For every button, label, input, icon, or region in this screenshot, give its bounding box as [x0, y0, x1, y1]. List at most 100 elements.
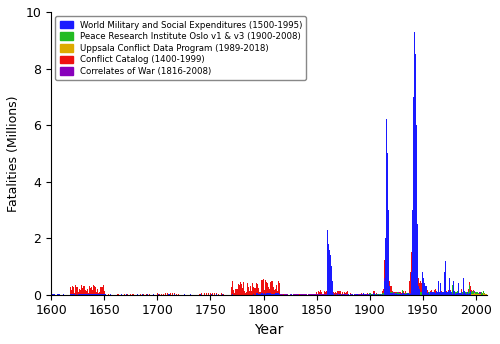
Bar — [267, 283, 268, 295]
Bar — [442, 292, 444, 295]
Bar — [265, 294, 266, 295]
Bar — [344, 294, 345, 295]
Bar — [426, 290, 428, 295]
Bar — [419, 292, 420, 295]
Bar — [348, 294, 349, 295]
Bar — [440, 283, 442, 295]
Bar — [456, 293, 458, 295]
Bar — [345, 293, 346, 295]
Bar — [448, 293, 449, 295]
Bar — [450, 291, 451, 295]
Bar — [317, 293, 318, 295]
Bar — [176, 293, 177, 295]
Bar — [147, 294, 148, 295]
Bar — [338, 294, 340, 295]
Bar — [478, 294, 480, 295]
Bar — [381, 294, 382, 295]
Bar — [451, 293, 452, 295]
Bar — [92, 290, 93, 295]
Bar — [392, 291, 394, 295]
Bar — [412, 238, 413, 295]
Bar — [354, 294, 356, 295]
Bar — [211, 294, 212, 295]
Bar — [249, 291, 250, 295]
Bar — [419, 294, 420, 295]
Bar — [465, 294, 466, 295]
Bar — [78, 292, 79, 295]
Bar — [422, 280, 424, 295]
Legend: World Military and Social Expenditures (1500-1995), Peace Research Institute Osl: World Military and Social Expenditures (… — [56, 16, 306, 80]
Bar — [398, 293, 399, 295]
Bar — [413, 182, 414, 295]
Bar — [424, 283, 426, 295]
Bar — [397, 292, 398, 295]
Bar — [295, 294, 296, 295]
Bar — [84, 290, 86, 295]
Bar — [330, 291, 331, 295]
Bar — [467, 294, 468, 295]
Bar — [418, 294, 419, 295]
Bar — [484, 294, 485, 295]
Bar — [256, 293, 258, 295]
Bar — [413, 97, 414, 295]
Bar — [346, 294, 347, 295]
Bar — [338, 291, 340, 295]
Bar — [374, 294, 376, 295]
Bar — [308, 294, 310, 295]
Bar — [431, 290, 432, 295]
Bar — [402, 292, 403, 295]
Bar — [394, 293, 396, 295]
Bar — [384, 278, 385, 295]
Bar — [419, 283, 420, 295]
Bar — [430, 293, 431, 295]
Bar — [136, 294, 138, 295]
Bar — [312, 294, 313, 295]
Bar — [390, 286, 392, 295]
Bar — [435, 293, 436, 295]
Bar — [383, 289, 384, 295]
Bar — [322, 294, 324, 295]
Bar — [412, 210, 413, 295]
Bar — [435, 293, 436, 295]
Bar — [385, 252, 386, 295]
Bar — [483, 291, 484, 295]
Bar — [278, 293, 279, 295]
Bar — [210, 293, 211, 295]
Bar — [399, 294, 400, 295]
Bar — [331, 292, 332, 295]
Bar — [208, 293, 209, 295]
Bar — [78, 294, 79, 295]
Bar — [448, 294, 449, 295]
Bar — [280, 294, 281, 295]
Bar — [378, 294, 379, 295]
Bar — [304, 294, 306, 295]
Bar — [454, 292, 455, 295]
Bar — [398, 292, 399, 295]
Bar — [316, 294, 317, 295]
Bar — [263, 279, 264, 295]
Bar — [415, 54, 416, 295]
Bar — [272, 287, 274, 295]
Bar — [428, 294, 430, 295]
Bar — [396, 292, 397, 295]
Bar — [174, 294, 175, 295]
Bar — [470, 294, 471, 295]
Bar — [320, 290, 322, 295]
Bar — [124, 294, 125, 295]
Bar — [434, 292, 435, 295]
Bar — [80, 294, 82, 295]
Bar — [276, 285, 277, 295]
Bar — [329, 249, 330, 295]
Bar — [310, 294, 311, 295]
Bar — [437, 293, 438, 295]
Bar — [413, 210, 414, 295]
Bar — [468, 294, 469, 295]
Bar — [358, 294, 360, 295]
Bar — [394, 293, 396, 295]
Bar — [301, 294, 302, 295]
Bar — [82, 294, 84, 295]
Bar — [365, 294, 366, 295]
Bar — [472, 292, 474, 295]
Bar — [412, 224, 413, 295]
Bar — [92, 294, 93, 295]
